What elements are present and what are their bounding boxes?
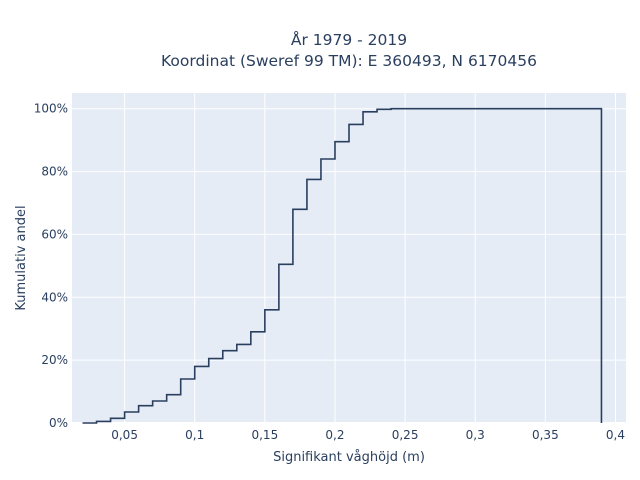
y-tick-label: 20% [41,353,68,367]
plot-area [72,93,626,423]
x-tick-label: 0,35 [532,428,559,442]
y-axis-label: Kumulativ andel [14,205,29,310]
x-tick-label: 0,2 [325,428,344,442]
chart-title-line-2: Koordinat (Sweref 99 TM): E 360493, N 61… [161,52,537,70]
x-tick-label: 0,15 [251,428,278,442]
ecdf-series-line [82,107,603,424]
x-tick-label: 0,4 [606,428,625,442]
y-tick-labels: 0% 20% 40% 60% 80% 100% [34,102,68,430]
x-axis-label: Signifikant våghöjd (m) [273,450,425,465]
chart-title-line-1: År 1979 - 2019 [291,30,407,49]
x-tick-label: 0,05 [111,428,138,442]
grid-lines [72,93,626,424]
x-tick-label: 0,3 [466,428,485,442]
y-tick-label: 60% [41,227,68,241]
y-tick-label: 40% [41,290,68,304]
y-tick-label: 0% [49,416,68,430]
x-tick-label: 0,1 [185,428,204,442]
y-tick-label: 100% [34,102,68,116]
y-tick-label: 80% [41,165,68,179]
x-tick-label: 0,25 [392,428,419,442]
x-tick-labels: 0,05 0,1 0,15 0,2 0,25 0,3 0,35 0,4 [111,428,625,442]
